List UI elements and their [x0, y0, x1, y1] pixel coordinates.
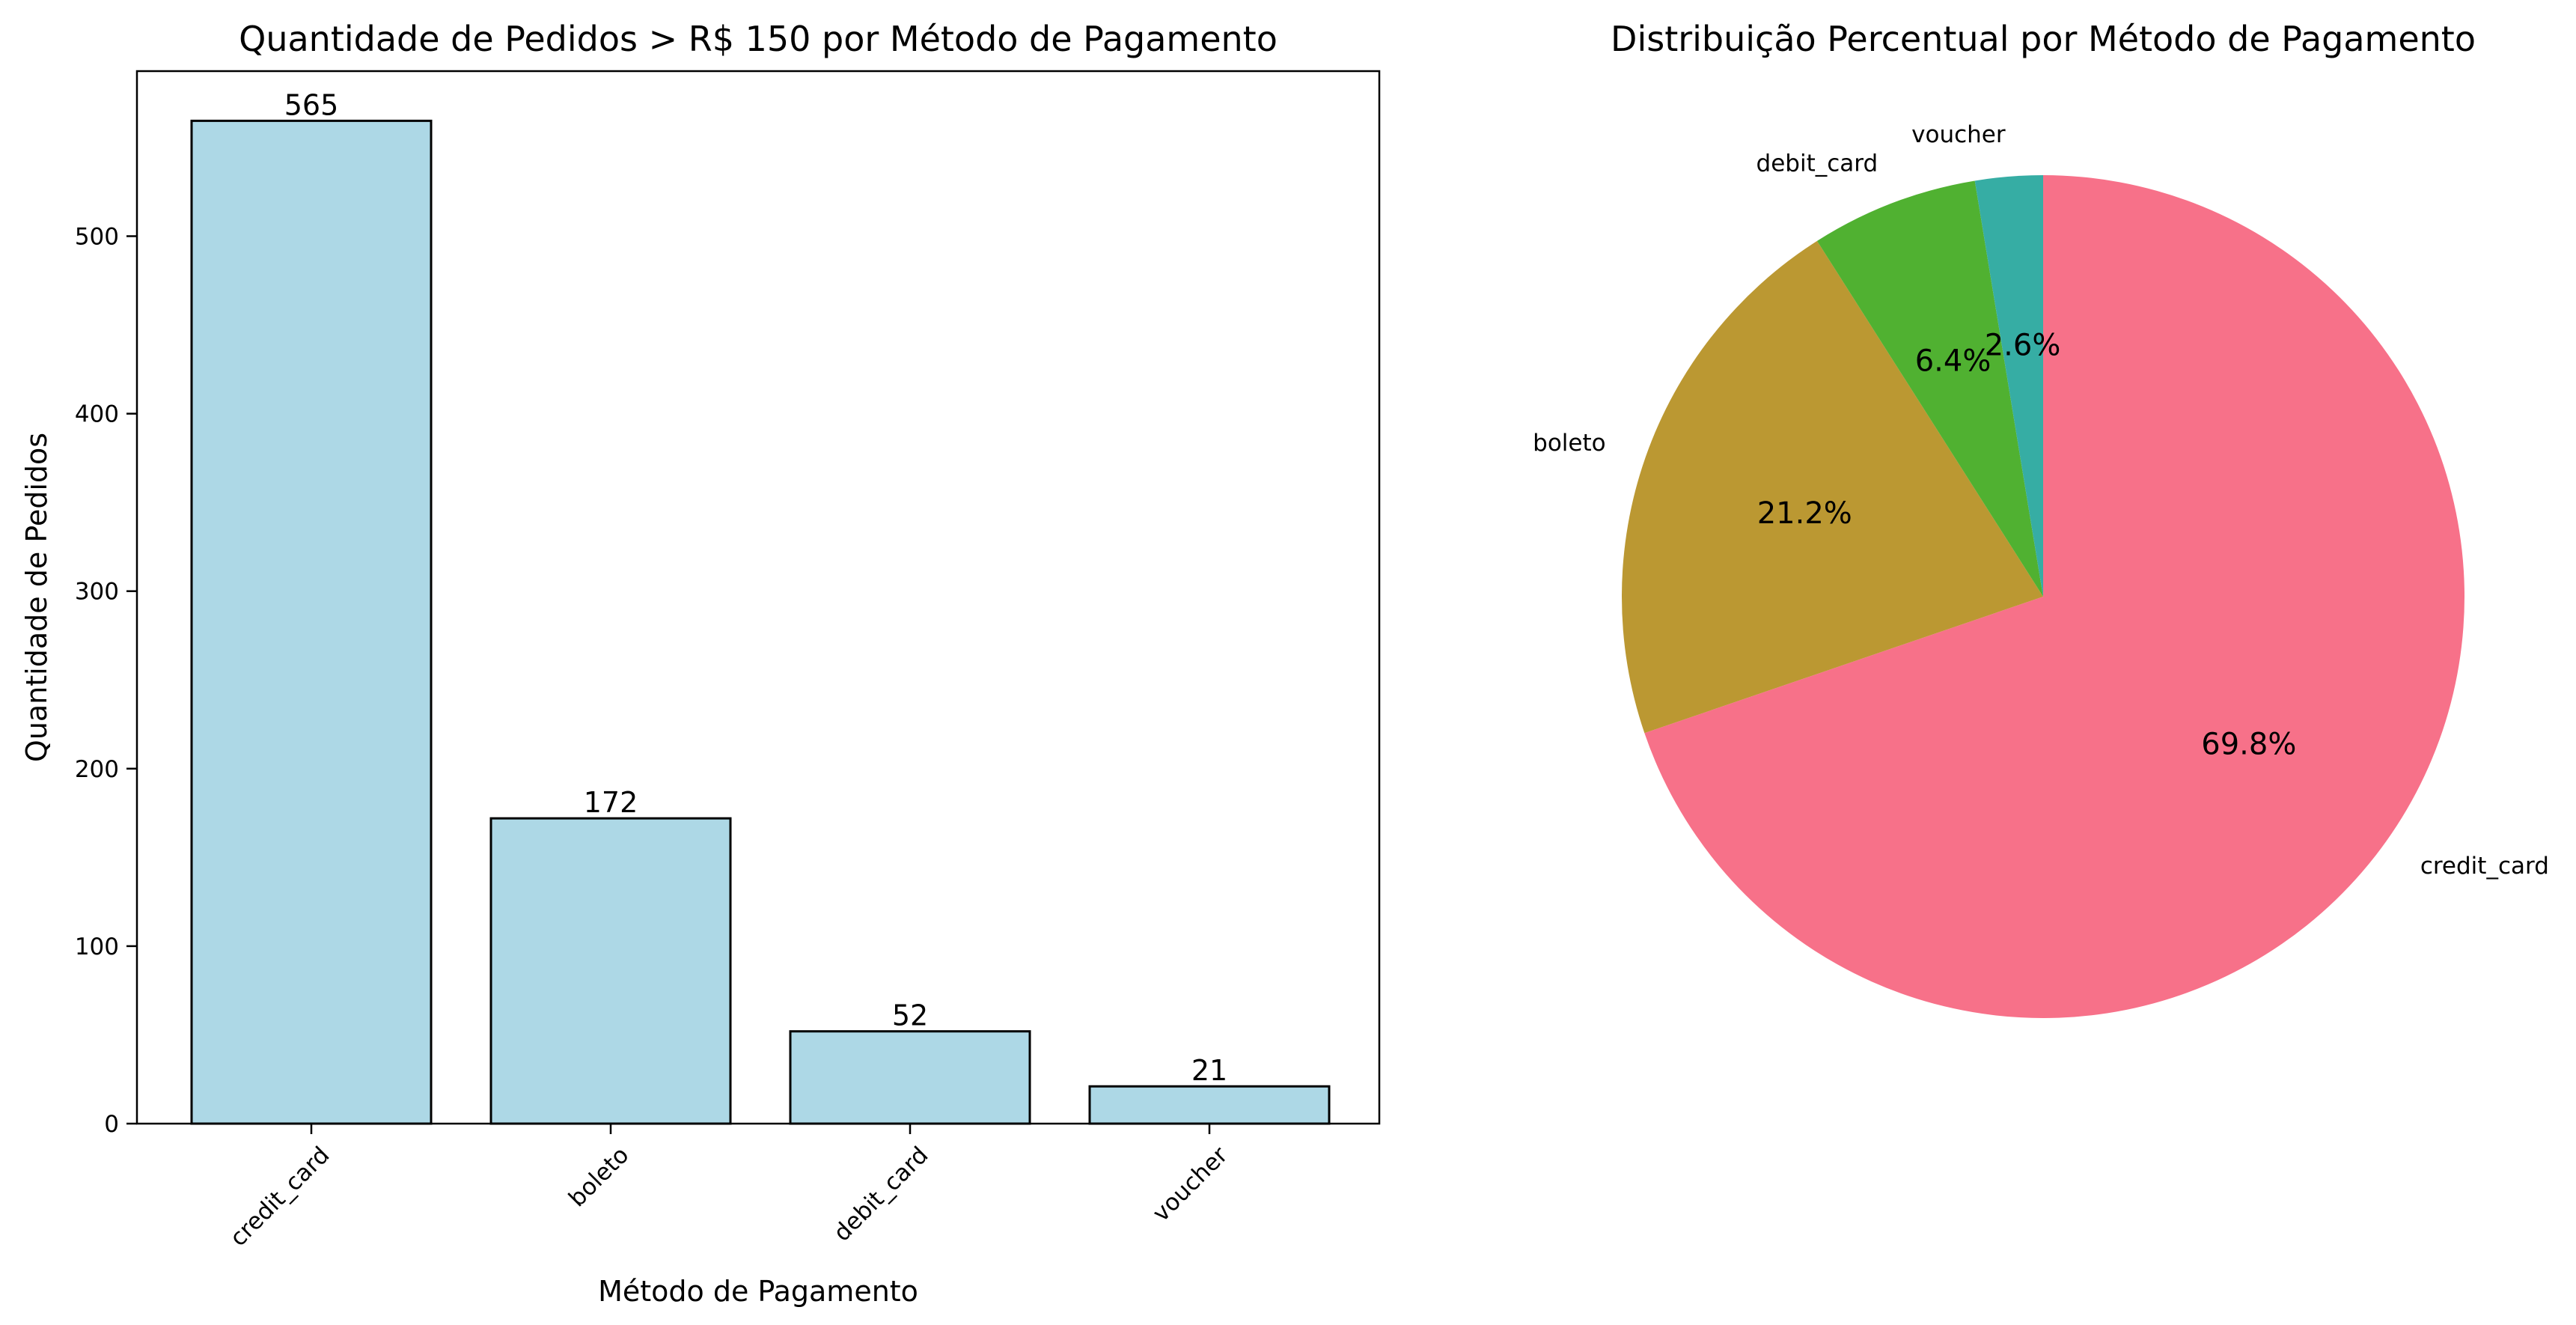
pie-category-label: credit_card — [2420, 853, 2549, 880]
bar-boleto — [489, 817, 732, 1125]
y-tick-label: 500 — [75, 224, 119, 251]
bar-x-axis-label: Método de Pagamento — [598, 1275, 918, 1308]
x-tick-label: voucher — [1147, 1142, 1233, 1227]
y-tick-label: 400 — [75, 401, 119, 428]
pie-slice-credit_card — [1644, 175, 2464, 1018]
bar-series: 565 172 52 21 — [190, 88, 1331, 1125]
bar-y-axis-label: Quantidade de Pedidos — [20, 433, 53, 762]
bar-debit_card — [789, 1030, 1031, 1125]
pie-chart-title: Distribuição Percentual por Método de Pa… — [1611, 19, 2476, 59]
bar-x-ticks: credit_card boleto debit_card voucher — [225, 1124, 1233, 1252]
pie-percent-label: 6.4% — [1915, 344, 1991, 378]
bar-voucher — [1088, 1085, 1331, 1125]
bar-value-label: 21 — [1191, 1054, 1227, 1087]
pie-slice-debit_card — [1816, 180, 2043, 597]
pie-slice-boleto — [1622, 240, 2043, 734]
bar-plot-frame — [135, 70, 1381, 1125]
x-tick-label: debit_card — [828, 1142, 933, 1246]
pie-percent-label: 21.2% — [1757, 496, 1852, 531]
y-tick-label: 200 — [75, 756, 119, 783]
x-tick-label: credit_card — [225, 1142, 335, 1252]
x-tick-label: boleto — [564, 1142, 634, 1212]
bar-chart: Quantidade de Pedidos > R$ 150 por Métod… — [20, 19, 1381, 1308]
bar-y-ticks: 0 100 200 300 400 500 — [75, 224, 137, 1138]
pie-percent-label: 2.6% — [1985, 328, 2061, 362]
pie-chart: Distribuição Percentual por Método de Pa… — [1533, 19, 2549, 1018]
pie-slices — [1622, 175, 2464, 1018]
pie-percent-label: 69.8% — [2201, 727, 2296, 761]
pie-category-label: voucher — [1911, 121, 2006, 148]
bar-chart-title: Quantidade de Pedidos > R$ 150 por Métod… — [239, 19, 1278, 59]
pie-category-label: boleto — [1533, 430, 1605, 457]
pie-slice-voucher — [1974, 175, 2043, 597]
pie-category-label: debit_card — [1756, 150, 1878, 177]
bar-credit_card — [190, 119, 433, 1125]
bar-value-label: 52 — [892, 999, 928, 1032]
y-tick-label: 0 — [104, 1111, 119, 1138]
y-tick-label: 300 — [75, 579, 119, 606]
bar-value-label: 565 — [284, 88, 339, 121]
y-tick-label: 100 — [75, 933, 119, 960]
bar-value-label: 172 — [584, 786, 638, 819]
pie-labels: credit_card 69.8% boleto 21.2% debit_card 6.4… — [1533, 121, 2549, 880]
